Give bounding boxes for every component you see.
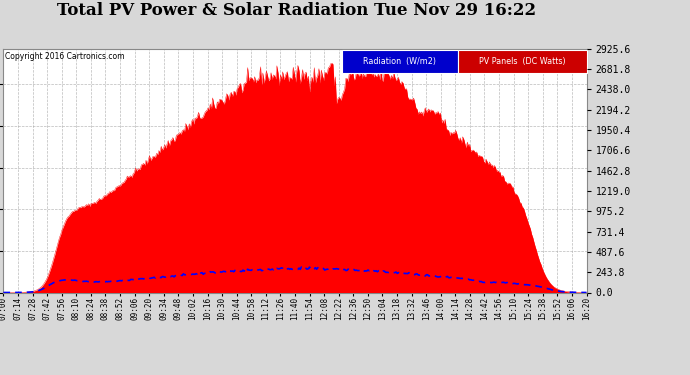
Text: PV Panels  (DC Watts): PV Panels (DC Watts) — [479, 57, 566, 66]
Text: Radiation  (W/m2): Radiation (W/m2) — [364, 57, 436, 66]
FancyBboxPatch shape — [458, 50, 586, 73]
Text: Copyright 2016 Cartronics.com: Copyright 2016 Cartronics.com — [5, 53, 124, 62]
Text: Total PV Power & Solar Radiation Tue Nov 29 16:22: Total PV Power & Solar Radiation Tue Nov… — [57, 2, 536, 19]
FancyBboxPatch shape — [342, 50, 458, 73]
